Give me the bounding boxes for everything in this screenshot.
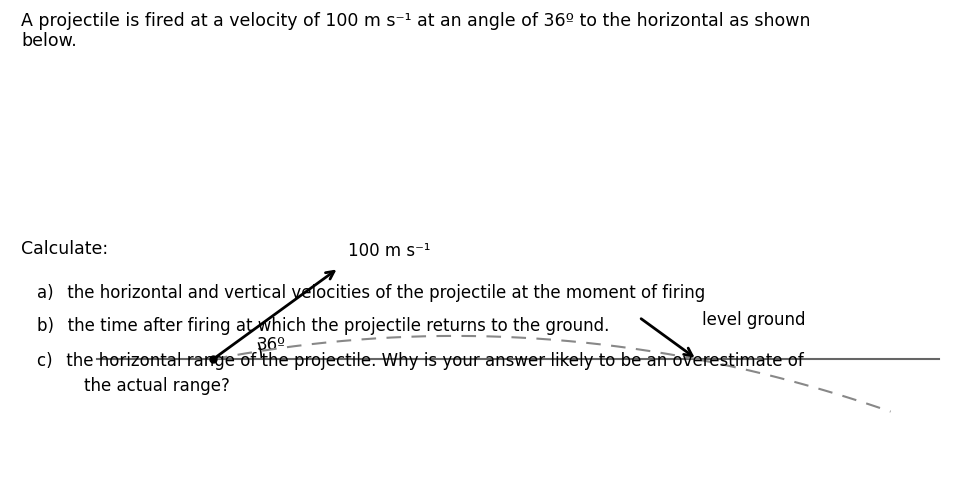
Text: the actual range?: the actual range?	[84, 377, 230, 395]
Text: c)  the horizontal range of the projectile. Why is your answer likely to be an o: c) the horizontal range of the projectil…	[37, 352, 803, 370]
Text: below.: below.	[21, 32, 77, 50]
Text: level ground: level ground	[702, 311, 805, 329]
Text: b)  the time after firing at which the projectile returns to the ground.: b) the time after firing at which the pr…	[37, 317, 609, 335]
Text: 36º: 36º	[257, 336, 286, 354]
Text: A projectile is fired at a velocity of 100 m s⁻¹ at an angle of 36º to the horiz: A projectile is fired at a velocity of 1…	[21, 12, 811, 30]
Text: 100 m s⁻¹: 100 m s⁻¹	[348, 243, 431, 260]
Text: a)  the horizontal and vertical velocities of the projectile at the moment of fi: a) the horizontal and vertical velocitie…	[37, 284, 705, 302]
Text: Calculate:: Calculate:	[21, 240, 108, 257]
